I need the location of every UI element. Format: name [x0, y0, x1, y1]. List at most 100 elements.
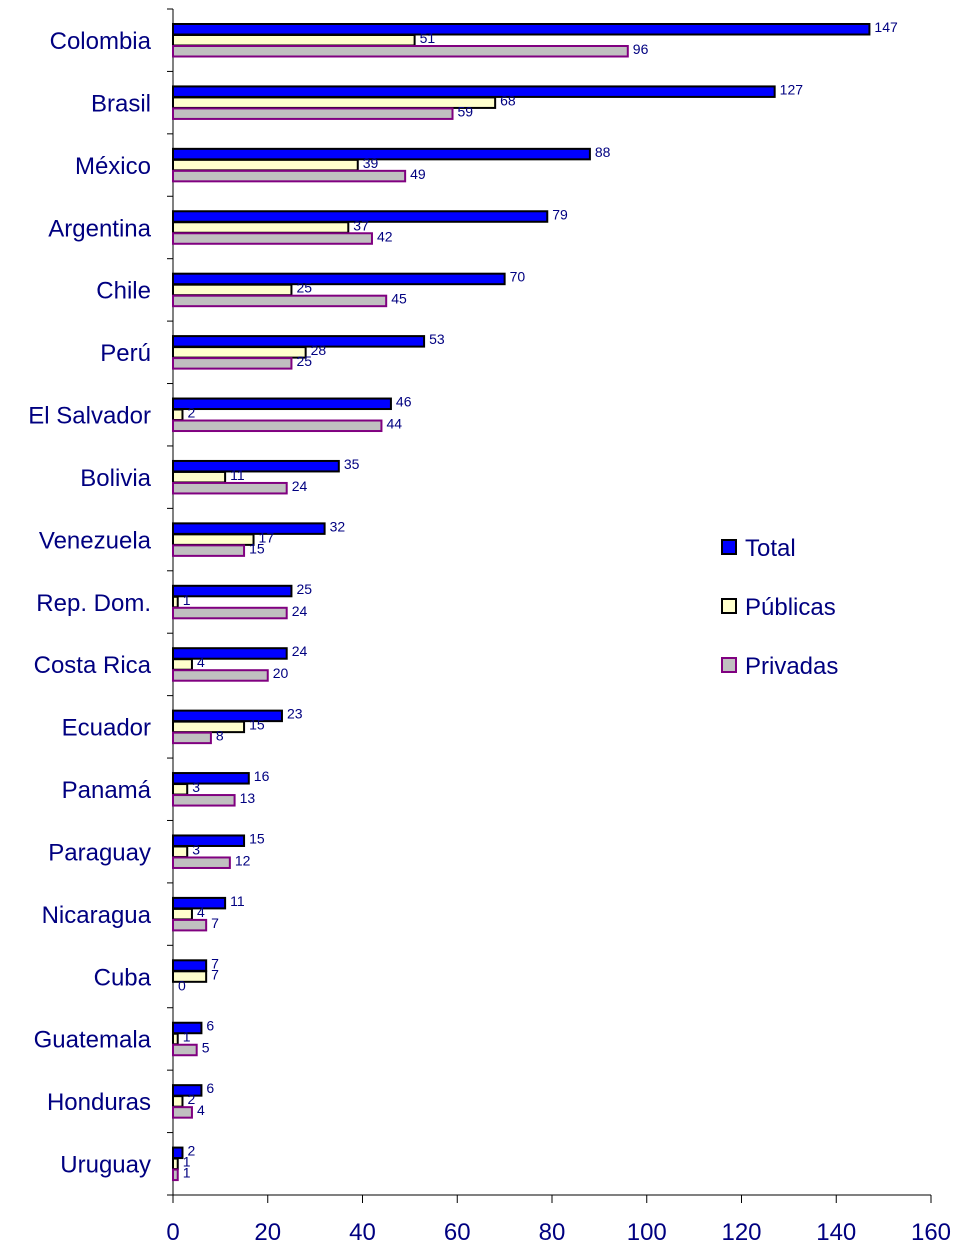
bar-total	[172, 1084, 203, 1097]
bar-privadas	[172, 1043, 198, 1057]
data-label: 7	[211, 955, 219, 971]
data-label: 1	[183, 592, 191, 608]
x-tick-label: 160	[911, 1219, 951, 1246]
bar-total	[172, 85, 776, 98]
data-label: 59	[458, 103, 474, 119]
bar-públicas	[172, 783, 189, 796]
data-label: 5	[202, 1040, 210, 1056]
category-label: Panamá	[62, 777, 152, 804]
bar-total	[172, 335, 426, 348]
data-label: 7	[211, 915, 219, 931]
data-label: 127	[780, 81, 804, 97]
bar-privadas	[172, 45, 629, 58]
bar-total	[172, 959, 208, 972]
bar-públicas	[172, 845, 189, 858]
bar-total	[172, 772, 250, 785]
data-label: 8	[216, 728, 224, 744]
data-label: 53	[429, 331, 445, 347]
data-label: 11	[230, 467, 245, 483]
data-label: 37	[353, 217, 369, 233]
category-label: Ecuador	[62, 715, 151, 742]
bar-privadas	[172, 918, 208, 932]
data-label: 4	[197, 654, 205, 670]
data-label: 32	[330, 518, 346, 534]
bar-total	[172, 23, 871, 36]
data-label: 25	[296, 280, 312, 296]
bar-públicas	[172, 346, 307, 359]
legend-swatch-total	[721, 539, 737, 555]
bar-públicas	[172, 470, 227, 484]
category-label: Bolivia	[80, 465, 151, 492]
data-label: 0	[178, 977, 186, 993]
data-label: 24	[292, 603, 308, 619]
data-label: 2	[187, 1143, 195, 1159]
bar-públicas	[172, 970, 208, 983]
data-label: 35	[344, 456, 360, 472]
data-label: 46	[396, 394, 412, 410]
category-label: Honduras	[47, 1089, 151, 1116]
data-label: 45	[391, 291, 407, 307]
data-label: 24	[292, 643, 308, 659]
bar-privadas	[172, 294, 388, 308]
bar-públicas	[172, 408, 184, 422]
bar-privadas	[172, 419, 383, 433]
x-tick-label: 80	[539, 1219, 566, 1246]
data-label: 24	[292, 478, 308, 494]
bar-privadas	[172, 856, 231, 869]
data-label: 2	[187, 405, 195, 421]
labels-group: Colombia1475196Brasil1276859México883949…	[28, 19, 898, 1181]
data-label: 1	[183, 1165, 191, 1181]
data-label: 23	[287, 706, 303, 722]
data-label: 17	[259, 529, 275, 545]
bar-total	[172, 522, 326, 535]
data-label: 88	[595, 144, 611, 160]
bar-públicas	[172, 658, 193, 671]
bar-privadas	[172, 1168, 179, 1182]
bar-públicas	[172, 158, 359, 172]
data-label: 3	[192, 841, 200, 857]
bar-total	[172, 272, 506, 286]
bar-públicas	[172, 533, 255, 546]
bar-privadas	[172, 794, 236, 807]
bar-total	[172, 1021, 203, 1035]
data-label: 7	[211, 966, 219, 982]
category-label: México	[75, 153, 151, 180]
x-tick-label: 120	[721, 1219, 761, 1246]
bar-privadas	[172, 544, 246, 557]
category-label: Uruguay	[60, 1152, 151, 1179]
bar-públicas	[172, 595, 179, 609]
data-label: 96	[633, 41, 649, 57]
legend-label-total: Total	[745, 535, 796, 562]
data-label: 13	[240, 790, 256, 806]
bar-privadas	[172, 107, 454, 120]
bar-públicas	[172, 96, 497, 109]
bar-total	[172, 397, 392, 411]
bar-total	[172, 459, 340, 473]
legend-label-públicas: Públicas	[745, 594, 836, 621]
legend-swatch-públicas	[721, 598, 737, 614]
bar-privadas	[172, 669, 269, 682]
data-label: 70	[510, 269, 526, 285]
category-label: Rep. Dom.	[36, 590, 151, 617]
data-label: 79	[552, 206, 568, 222]
data-label: 49	[410, 166, 426, 182]
data-label: 3	[192, 779, 200, 795]
bar-públicas	[172, 1157, 179, 1171]
x-tick-label: 0	[166, 1219, 179, 1246]
category-label: Guatemala	[34, 1027, 152, 1054]
data-label: 44	[386, 416, 402, 432]
data-label: 12	[235, 852, 251, 868]
bar-total	[172, 147, 591, 161]
bar-privadas	[172, 169, 407, 183]
data-label: 1	[183, 1029, 191, 1045]
data-label: 42	[377, 228, 393, 244]
data-label: 15	[249, 540, 265, 556]
data-label: 1	[183, 1154, 191, 1170]
category-label: Argentina	[48, 215, 151, 242]
data-label: 16	[254, 768, 270, 784]
data-label: 51	[420, 30, 436, 46]
bar-públicas	[172, 1095, 184, 1108]
bar-privadas	[172, 606, 288, 620]
bar-privadas	[172, 232, 373, 245]
